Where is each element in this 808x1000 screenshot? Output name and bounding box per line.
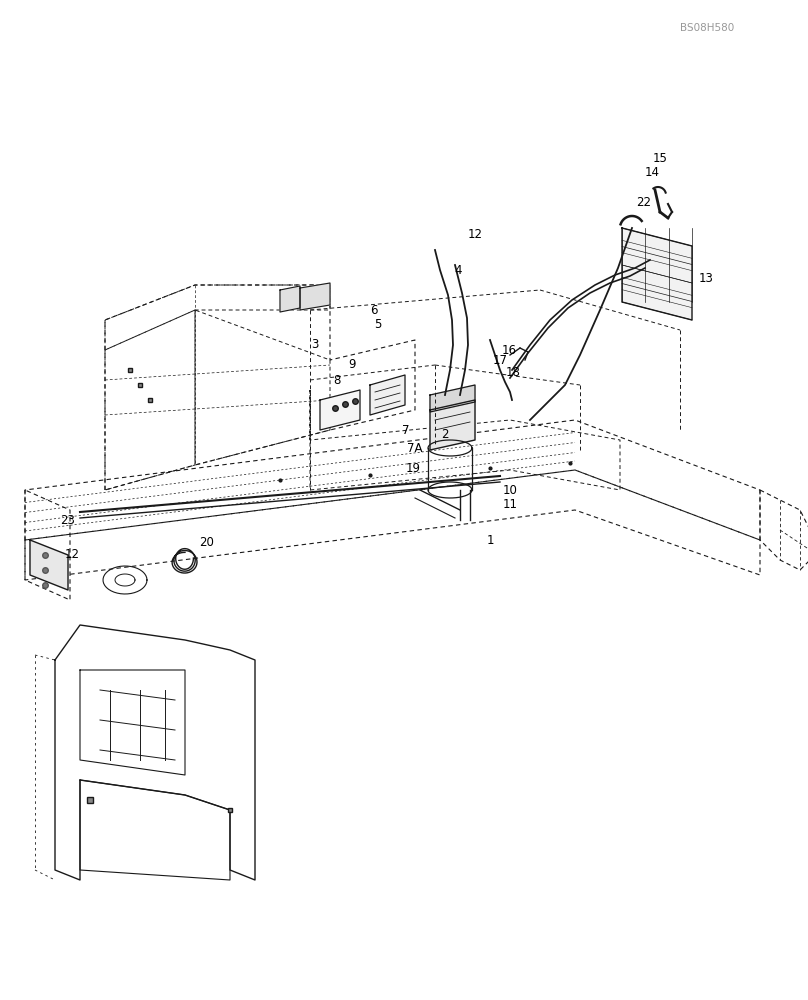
Polygon shape <box>430 400 475 450</box>
Text: 20: 20 <box>200 536 214 550</box>
Text: 10: 10 <box>503 484 517 496</box>
Polygon shape <box>430 385 475 412</box>
Text: 7: 7 <box>402 424 410 436</box>
Text: 17: 17 <box>493 354 507 366</box>
Text: 12: 12 <box>65 548 79 562</box>
Polygon shape <box>30 540 68 590</box>
Text: 16: 16 <box>502 344 516 357</box>
Text: 13: 13 <box>699 271 713 284</box>
Text: 5: 5 <box>374 318 381 332</box>
Text: 15: 15 <box>653 151 667 164</box>
Text: 14: 14 <box>645 165 659 178</box>
Polygon shape <box>280 286 300 312</box>
Text: 1: 1 <box>486 534 494 546</box>
Text: 7A: 7A <box>407 442 423 454</box>
Text: 9: 9 <box>348 359 356 371</box>
Text: 23: 23 <box>61 514 75 526</box>
Text: 4: 4 <box>454 263 461 276</box>
Polygon shape <box>622 228 692 320</box>
Text: 8: 8 <box>334 373 341 386</box>
Polygon shape <box>300 283 330 310</box>
Text: 2: 2 <box>441 428 448 442</box>
Text: 22: 22 <box>637 196 651 209</box>
Text: 6: 6 <box>370 304 378 316</box>
Text: 12: 12 <box>468 229 482 241</box>
Text: 18: 18 <box>506 365 520 378</box>
Text: 3: 3 <box>311 338 318 352</box>
Text: 19: 19 <box>406 462 420 475</box>
Polygon shape <box>320 390 360 430</box>
Polygon shape <box>370 375 405 415</box>
Text: 11: 11 <box>503 497 517 510</box>
Text: BS08H580: BS08H580 <box>680 23 734 33</box>
